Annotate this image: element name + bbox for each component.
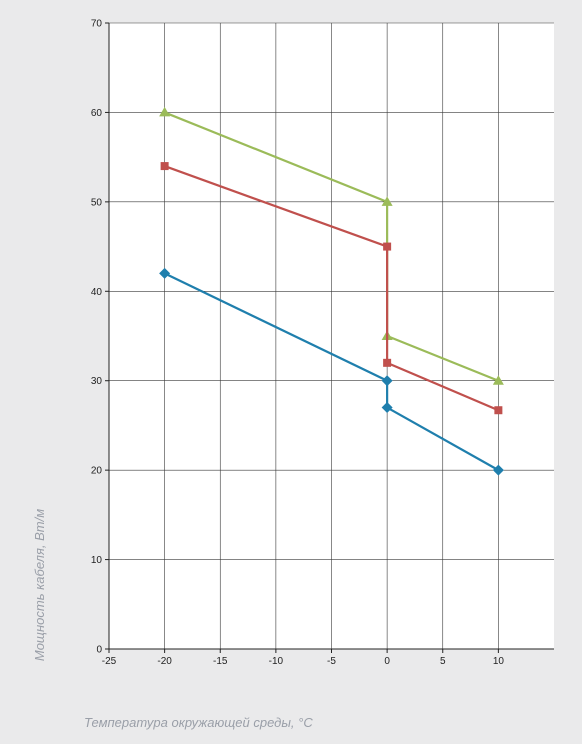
data-point: [160, 162, 169, 171]
data-point: [383, 358, 392, 367]
x-tick-label: 0: [384, 656, 390, 667]
x-axis-title: Температура окружающей среды, °C: [84, 715, 313, 730]
x-tick-label: -5: [327, 656, 336, 667]
x-tick-label: 10: [493, 656, 505, 667]
axes: 0 10 20 30 40 50 60 70 -25 -20 -15 -10 -5 0 5 10: [91, 19, 554, 667]
y-tick-label: 70: [91, 19, 103, 30]
y-tick-label: 20: [91, 466, 103, 477]
data-point: [381, 402, 393, 414]
data-point: [159, 106, 171, 117]
x-tick-label: -15: [213, 656, 228, 667]
y-tick-label: 60: [91, 108, 103, 119]
series-square: [160, 162, 503, 415]
x-tick-label: -20: [157, 656, 172, 667]
y-tick-label: 0: [96, 645, 102, 656]
x-tick-label: 5: [440, 656, 446, 667]
y-axis-title: Мощность кабеля, Вт/м: [32, 509, 47, 661]
data-point: [381, 196, 393, 206]
grid: [109, 22, 554, 649]
y-tick-label: 40: [91, 287, 103, 298]
x-tick-label: -10: [269, 656, 284, 667]
series-diamond: [159, 267, 504, 476]
y-tick-label: 50: [91, 197, 103, 208]
data-point: [492, 375, 504, 385]
x-tick-label: -25: [102, 656, 117, 667]
series-line: [164, 272, 499, 472]
data-point: [159, 267, 171, 279]
data-point: [383, 242, 392, 251]
data-point: [381, 375, 393, 387]
data-point: [494, 406, 503, 415]
series-line: [164, 165, 499, 412]
y-tick-label: 30: [91, 376, 103, 387]
y-tick-label: 10: [91, 555, 103, 566]
data-point: [492, 464, 504, 476]
series-group: [159, 106, 504, 476]
